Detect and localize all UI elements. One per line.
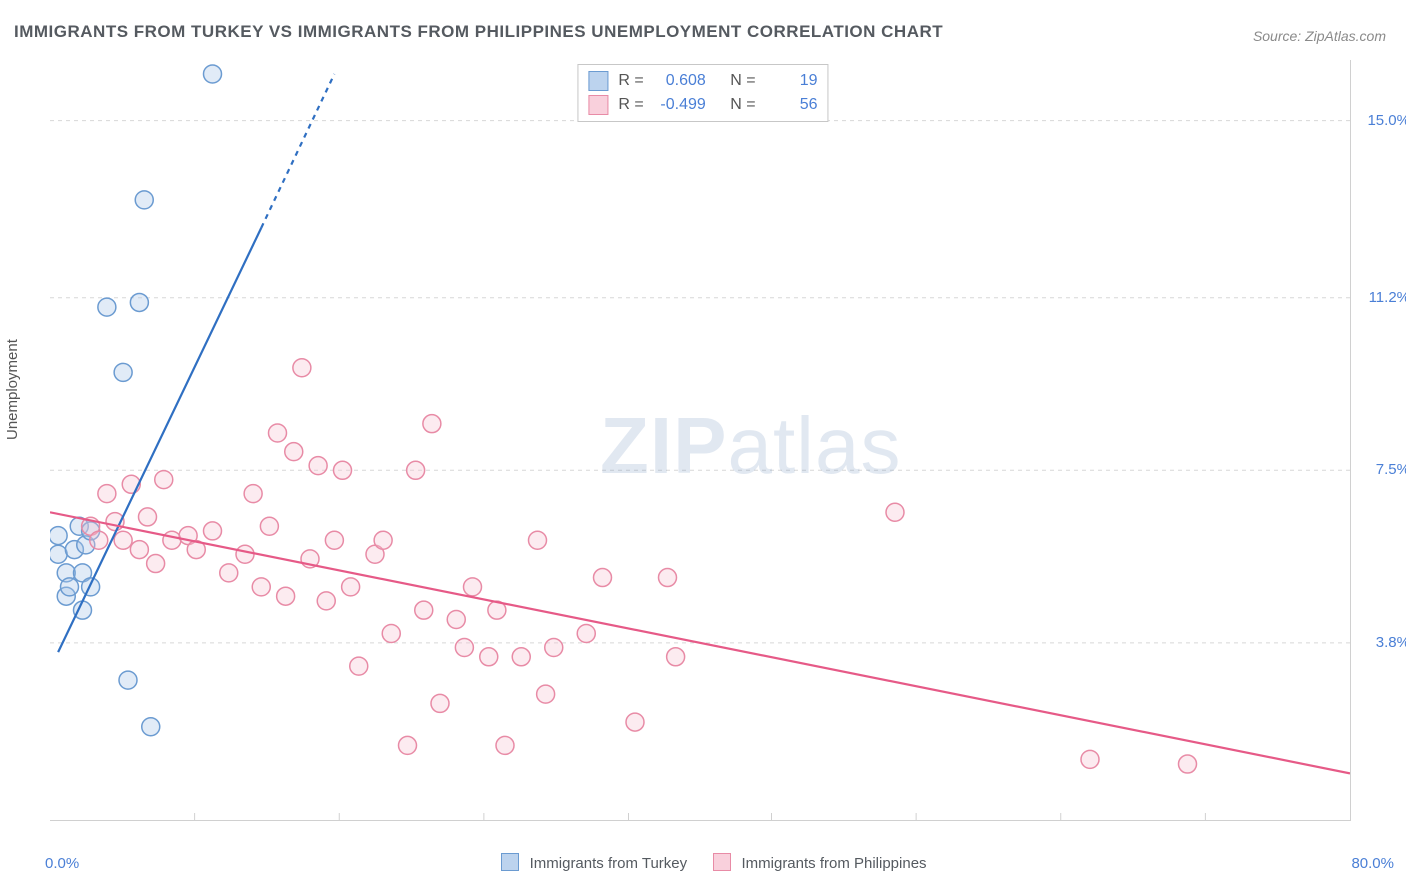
x-swatch-turkey-icon (501, 853, 519, 871)
x-axis-legend: Immigrants from Turkey Immigrants from P… (0, 853, 1406, 872)
chart-svg (50, 60, 1350, 820)
chart-title: IMMIGRANTS FROM TURKEY VS IMMIGRANTS FRO… (14, 22, 943, 42)
chart-container: IMMIGRANTS FROM TURKEY VS IMMIGRANTS FRO… (0, 0, 1406, 892)
source-label: Source: (1253, 28, 1305, 44)
correlation-legend: R = 0.608 N = 19 R = -0.499 N = 56 (577, 64, 828, 122)
y-tick-label: 7.5% (1360, 461, 1406, 478)
r-label-philippines: R = (618, 96, 643, 114)
r-value-turkey: 0.608 (654, 72, 706, 90)
y-tick-label: 3.8% (1360, 634, 1406, 651)
legend-row-turkey: R = 0.608 N = 19 (588, 69, 817, 93)
source-citation: Source: ZipAtlas.com (1253, 28, 1386, 44)
swatch-philippines-icon (588, 95, 608, 115)
y-tick-label: 11.2% (1360, 289, 1406, 306)
y-axis-label: Unemployment (4, 339, 21, 440)
x-swatch-philippines-icon (713, 853, 731, 871)
swatch-turkey-icon (588, 71, 608, 91)
series-name-turkey: Immigrants from Turkey (530, 855, 688, 872)
legend-row-philippines: R = -0.499 N = 56 (588, 93, 817, 117)
n-label-turkey: N = (730, 72, 755, 90)
source-value: ZipAtlas.com (1305, 28, 1386, 44)
n-value-philippines: 56 (766, 96, 818, 114)
plot-area: 3.8%7.5%11.2%15.0% (50, 60, 1351, 821)
n-value-turkey: 19 (766, 72, 818, 90)
r-label-turkey: R = (618, 72, 643, 90)
r-value-philippines: -0.499 (654, 96, 706, 114)
n-label-philippines: N = (730, 96, 755, 114)
y-tick-label: 15.0% (1360, 112, 1406, 129)
series-name-philippines: Immigrants from Philippines (741, 855, 926, 872)
